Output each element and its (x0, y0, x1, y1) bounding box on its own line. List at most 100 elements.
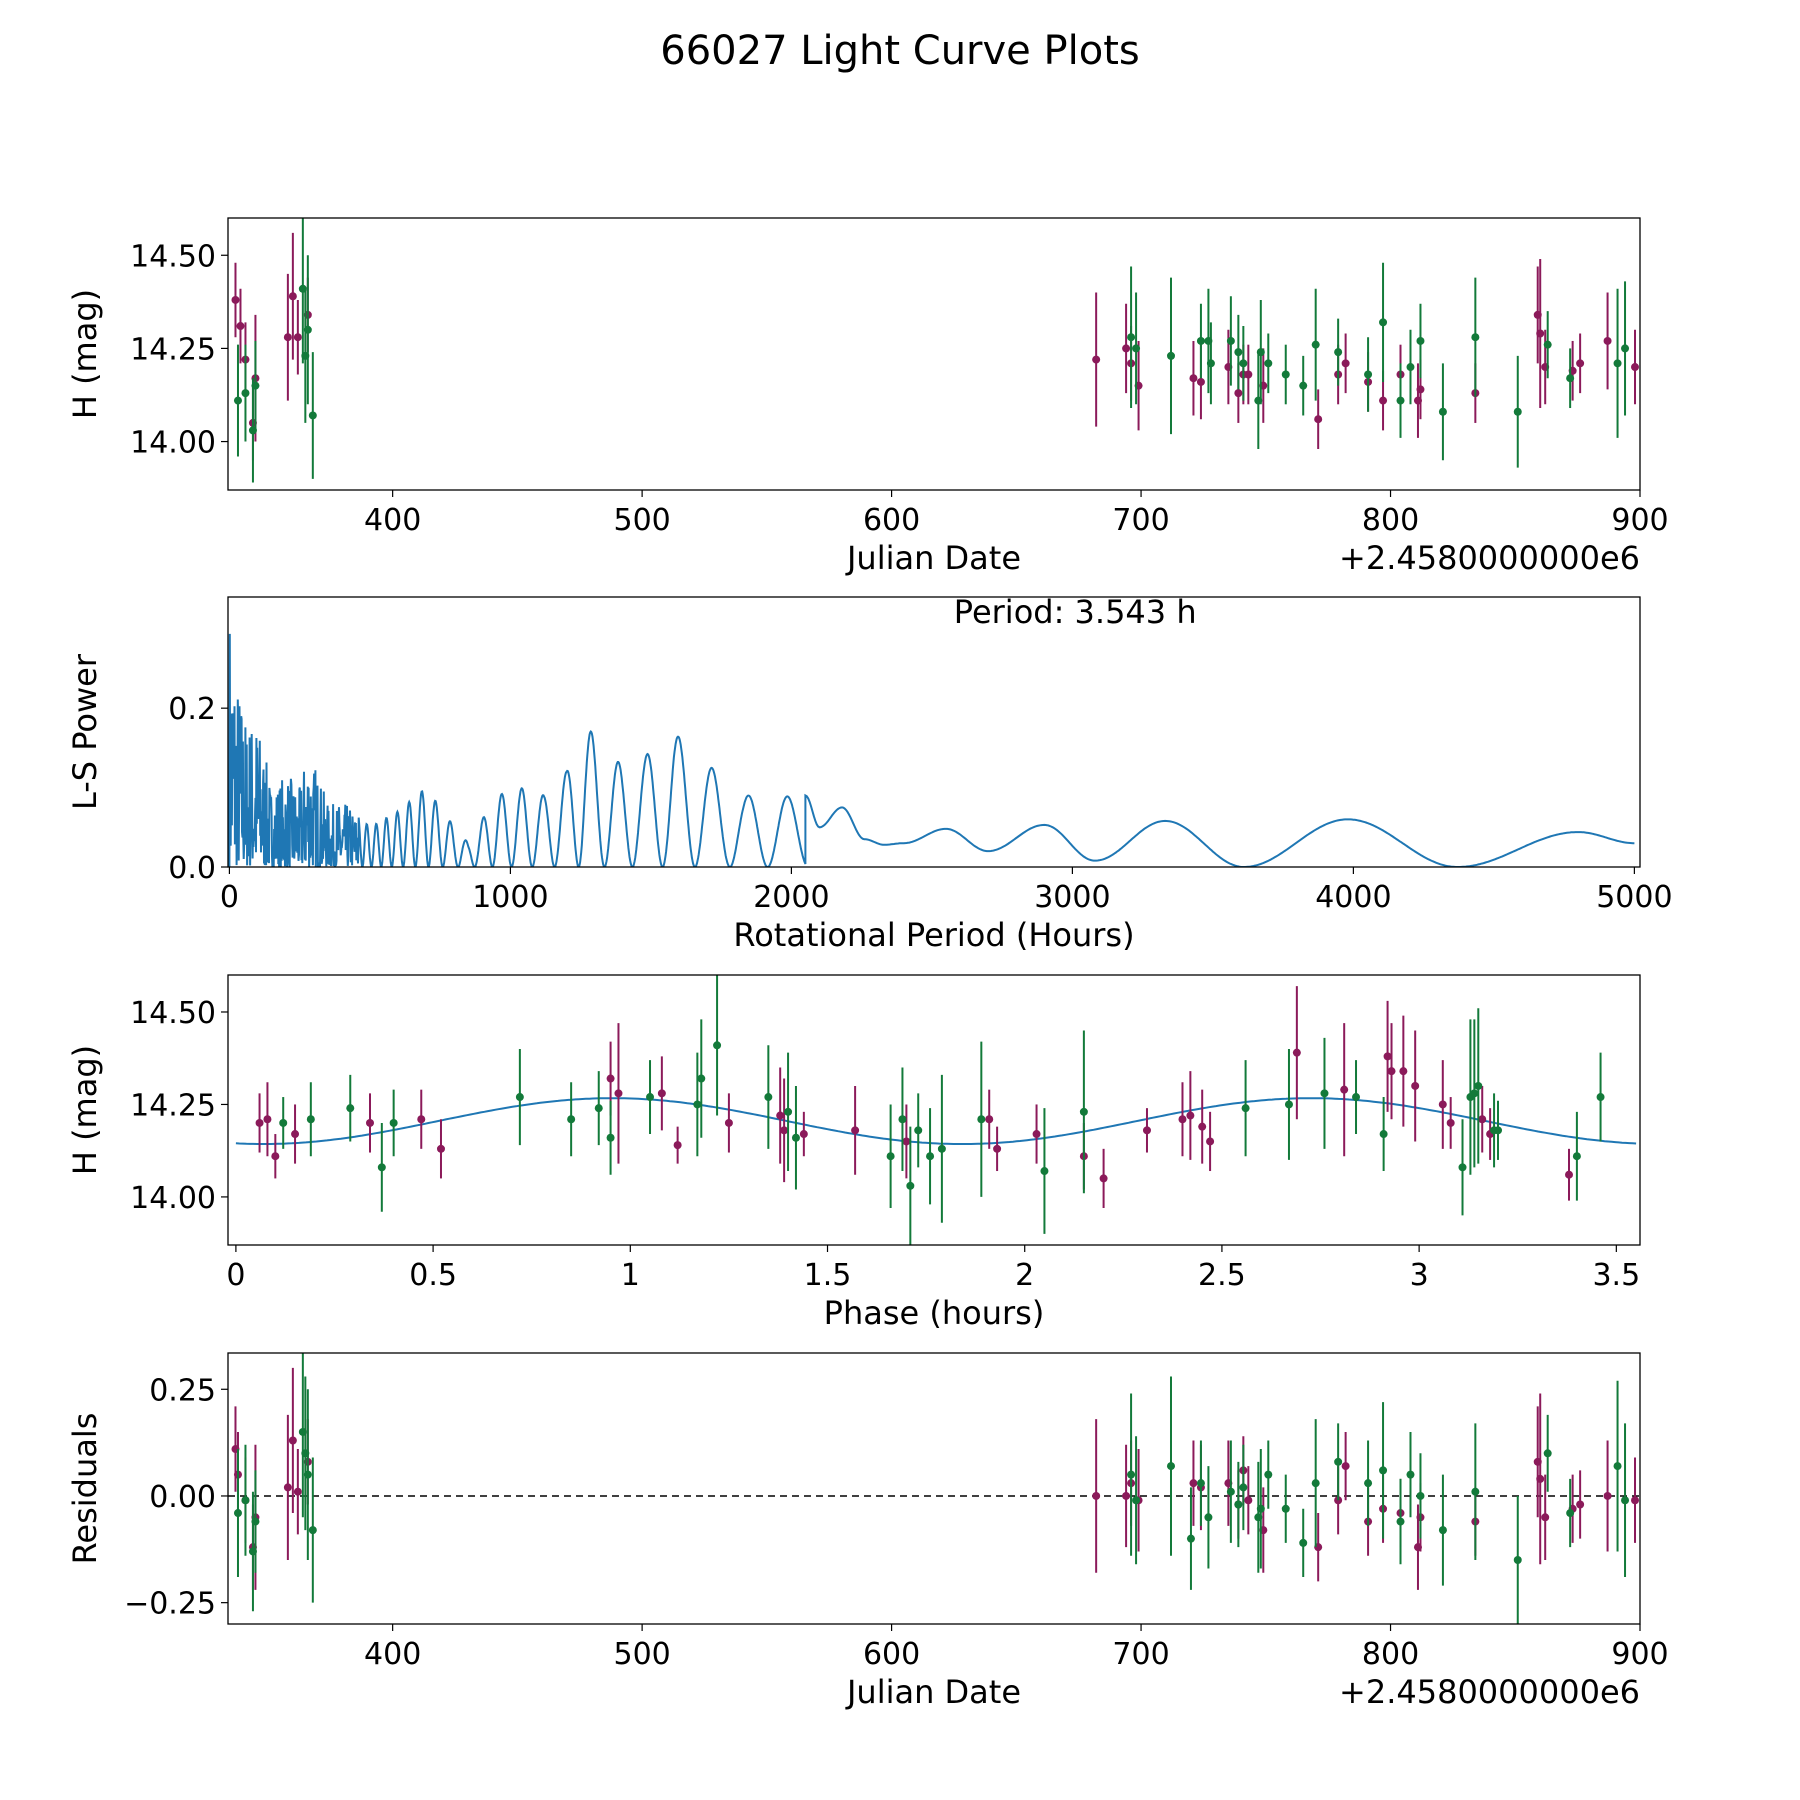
filter-a-point (1189, 1479, 1198, 1488)
filter-b-point (1379, 318, 1388, 327)
filter-a-point (283, 1483, 292, 1492)
y-tick-label: 14.00 (130, 1181, 216, 1216)
filter-a-point (288, 292, 297, 301)
period-annotation: Period: 3.543 h (954, 593, 1197, 631)
filter-a-point (1565, 1170, 1574, 1179)
filter-a-point (1186, 1111, 1195, 1120)
filter-b-point (937, 1144, 946, 1153)
filter-b-point (308, 411, 317, 420)
filter-a-point (1631, 363, 1640, 372)
filter-b-point (1334, 348, 1343, 357)
filter-a-point (780, 1126, 789, 1135)
axes-frame (227, 217, 1641, 491)
filter-b-point (1470, 1089, 1479, 1098)
filter-b-point (1334, 1457, 1343, 1466)
filter-b-point (764, 1093, 773, 1102)
filter-a-point (1340, 1085, 1349, 1094)
filter-a-point (236, 322, 245, 331)
filter-a-point (291, 1130, 300, 1139)
model-fit-curve (235, 1097, 1637, 1145)
axes-frame (227, 596, 1641, 868)
filter-a-point (1122, 1491, 1131, 1500)
filter-a-point (673, 1141, 682, 1150)
filter-b-point (1613, 359, 1622, 368)
filter-b-point (1256, 1504, 1265, 1513)
filter-a-point (1438, 1100, 1447, 1109)
filter-b-point (791, 1133, 800, 1142)
figure-title: 66027 Light Curve Plots (660, 28, 1140, 74)
filter-a-point (1314, 415, 1323, 424)
filter-a-point (1198, 1122, 1207, 1131)
filter-a-point (614, 1089, 623, 1098)
panel-phased-curve: 0 0.5 1 1.5 2 2.5 3 3.5 14.00 14.25 14.50 Phase (ho… (66, 974, 1641, 1332)
axes-frame (227, 974, 1641, 1246)
filter-a-point (293, 1487, 302, 1496)
filter-a-point (776, 1111, 785, 1120)
filter-b-point (1596, 1093, 1605, 1102)
x-axis-label: Phase (hours) (824, 1294, 1045, 1332)
x-tick-label: 2.5 (1198, 1258, 1246, 1293)
x-tick-label: 1 (621, 1258, 640, 1293)
filter-a-point (293, 333, 302, 342)
filter-a-point (1631, 1496, 1640, 1505)
filter-a-point (606, 1074, 615, 1083)
filter-a-point (1416, 385, 1425, 394)
filter-b-point (1438, 1526, 1447, 1535)
filter-a-point (657, 1089, 666, 1098)
filter-b-point (303, 325, 312, 334)
filter-b-point (713, 1041, 722, 1050)
filter-b-point (1264, 1470, 1273, 1479)
filter-b-point (1406, 1470, 1415, 1479)
x-tick-label: 400 (364, 503, 421, 538)
x-tick-label: 0.5 (409, 1258, 457, 1293)
filter-b-point (898, 1115, 907, 1124)
filter-b-point (1226, 336, 1235, 345)
filter-b-point (1196, 1479, 1205, 1488)
filter-b-point (1621, 1496, 1630, 1505)
filter-b-point (1166, 351, 1175, 360)
filter-b-point (233, 1509, 242, 1518)
x-tick-label: 3000 (1034, 880, 1110, 915)
plot-area (235, 975, 1637, 1245)
filter-b-point (886, 1152, 895, 1161)
filter-a-point (1603, 336, 1612, 345)
x-axis-label: Rotational Period (Hours) (733, 916, 1134, 954)
filter-b-point (1513, 407, 1522, 416)
filter-b-point (1256, 348, 1265, 357)
x-tick-label: 800 (1362, 503, 1419, 538)
filter-b-point (1226, 1487, 1235, 1496)
y-axis-label: H (mag) (66, 1045, 104, 1175)
filter-b-point (1196, 336, 1205, 345)
filter-a-point (283, 333, 292, 342)
y-tick-label: −0.25 (124, 1587, 216, 1622)
filter-b-point (1364, 370, 1373, 379)
x-tick-label: 3 (1410, 1258, 1429, 1293)
filter-b-point (1379, 1130, 1388, 1139)
filter-a-point (1341, 359, 1350, 368)
filter-a-point (271, 1152, 280, 1161)
filter-a-point (1383, 1052, 1392, 1061)
x-tick-label: 0 (226, 1258, 245, 1293)
y-tick-label: 0.0 (168, 851, 216, 886)
x-tick-label: 800 (1362, 1637, 1419, 1672)
x-tick-label: 600 (863, 1637, 920, 1672)
filter-b-point (515, 1093, 524, 1102)
filter-b-point (697, 1074, 706, 1083)
x-tick-label: 700 (1112, 1637, 1169, 1672)
filter-b-point (1241, 1104, 1250, 1113)
filter-b-point (1166, 1462, 1175, 1471)
filter-a-point (1244, 370, 1253, 379)
filter-a-point (1446, 1118, 1455, 1127)
filter-a-point (993, 1144, 1002, 1153)
filter-a-point (1292, 1048, 1301, 1057)
x-tick-label: 5000 (1596, 880, 1672, 915)
filter-b-point (1613, 1462, 1622, 1471)
x-tick-label: 400 (364, 1637, 421, 1672)
filter-b-point (914, 1126, 923, 1135)
filter-b-point (926, 1152, 935, 1161)
x-tick-label: 500 (613, 503, 670, 538)
filter-b-point (1438, 407, 1447, 416)
x-tick-label: 1000 (472, 880, 548, 915)
x-offset-label: +2.4580000000e6 (1339, 1673, 1640, 1711)
